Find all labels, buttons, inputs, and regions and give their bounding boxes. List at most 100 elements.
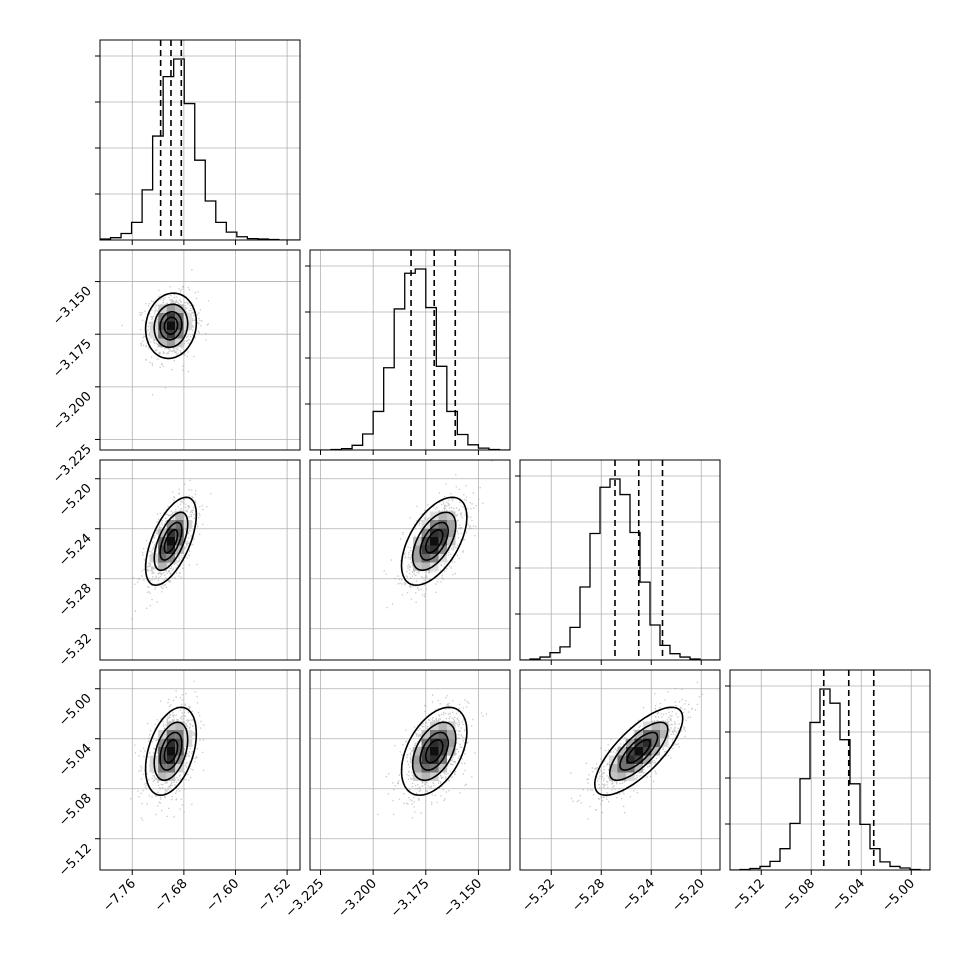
panel-3-2-cell bbox=[660, 721, 669, 730]
panel-3-1-cell bbox=[447, 730, 456, 739]
panel-3-0-contour-0 bbox=[144, 706, 198, 797]
frame-3-1 bbox=[309, 669, 511, 871]
ytick-label-1-2: −3.175 bbox=[50, 336, 95, 381]
ytick-label-2-0: −5.32 bbox=[56, 631, 95, 670]
panel-3-1-cell bbox=[438, 730, 447, 739]
xtick-label-1-2: −3.175 bbox=[388, 876, 433, 921]
frame-1-0 bbox=[99, 249, 301, 451]
panel-2-0-contour-3 bbox=[163, 529, 179, 554]
panel-3-2-cell bbox=[617, 747, 626, 756]
panel-2-0-cell bbox=[166, 520, 176, 529]
panel-3-2-contour-2 bbox=[619, 731, 659, 771]
panel-1-0-cell bbox=[158, 321, 167, 330]
ytick-label-3-2: −5.04 bbox=[56, 741, 95, 780]
panel-2-1-cell bbox=[413, 545, 422, 554]
panel-2-1-contour-0 bbox=[400, 496, 468, 587]
panel-3-1-contour-0 bbox=[400, 706, 468, 797]
panel-3-0-cell bbox=[166, 721, 176, 730]
xtick-label-0-1: −7.68 bbox=[152, 876, 191, 915]
panel-2-0-contour-0 bbox=[144, 496, 198, 587]
xtick-label-3-2: −5.04 bbox=[829, 876, 868, 915]
panel-3-0-cell bbox=[166, 772, 176, 781]
panel-1-0-contour-3 bbox=[163, 316, 179, 336]
panel-2-0-cell bbox=[175, 545, 184, 554]
panel-2-0-cell bbox=[175, 528, 184, 537]
panel-3-2-cell bbox=[643, 755, 652, 764]
hist-panel-2 bbox=[520, 460, 720, 660]
panel-2-1-cell bbox=[413, 537, 422, 546]
ytick-label-2-2: −5.24 bbox=[56, 531, 95, 570]
panel-3-1-cell bbox=[421, 764, 430, 773]
panel-3-2-cell bbox=[609, 764, 618, 773]
panel-1-0-cell bbox=[166, 304, 176, 313]
panel-3-0-cell bbox=[158, 755, 167, 764]
panel-2-0-samples bbox=[131, 479, 212, 620]
panel-2-0-cell bbox=[158, 562, 167, 571]
panel-2-1-cell bbox=[438, 520, 447, 529]
hist-3-steps bbox=[730, 688, 930, 870]
panel-1-0-contour-1 bbox=[153, 303, 189, 349]
panel-3-1-cell bbox=[421, 772, 430, 781]
panel-3-2-cell bbox=[651, 747, 660, 756]
panel-1-0 bbox=[100, 250, 300, 450]
panel-3-1-cell bbox=[413, 755, 422, 764]
panel-3-1-cell bbox=[447, 747, 456, 756]
frame-1-1 bbox=[309, 249, 511, 451]
panel-2-0-contour-1 bbox=[153, 511, 189, 572]
panel-2-1-cell bbox=[430, 554, 439, 563]
panel-3-1-cell bbox=[430, 755, 439, 764]
panel-3-0-cell bbox=[175, 747, 184, 756]
panel-3-2-cell bbox=[634, 730, 643, 739]
panel-3-2-cell bbox=[651, 721, 660, 730]
panel-3-1-cell bbox=[430, 747, 439, 756]
hist-panel-3 bbox=[730, 670, 930, 870]
xtick-label-0-0: −7.76 bbox=[100, 876, 139, 915]
panel-2-1-cell bbox=[447, 520, 456, 529]
panel-3-0-contour-3 bbox=[163, 739, 179, 764]
panel-2-1-contour-3 bbox=[424, 529, 444, 554]
panel-2-0-cell bbox=[166, 554, 176, 563]
panel-3-2-cell bbox=[634, 747, 643, 756]
panel-2-1-cell bbox=[438, 537, 447, 546]
frame-2-1 bbox=[309, 459, 511, 661]
panel-2-1-cell bbox=[447, 528, 456, 537]
xtick-label-1-1: −3.200 bbox=[335, 876, 380, 921]
panel-1-0-cell bbox=[166, 321, 176, 330]
frame-2-2 bbox=[519, 459, 721, 661]
panel-2-0-cell bbox=[158, 554, 167, 563]
panel-2-1-cell bbox=[430, 520, 439, 529]
panel-3-2-cell bbox=[651, 730, 660, 739]
hist-2-steps bbox=[520, 478, 720, 660]
panel-3-2 bbox=[520, 670, 720, 870]
panel-3-0-contour-1 bbox=[153, 721, 189, 782]
panel-2-0-cell bbox=[158, 528, 167, 537]
panel-3-1-cell bbox=[438, 764, 447, 773]
xtick-label-1-3: −3.150 bbox=[441, 876, 486, 921]
panel-2-1-cell bbox=[413, 562, 422, 571]
xtick-label-3-3: −5.00 bbox=[879, 876, 918, 915]
frame-3-3 bbox=[729, 669, 931, 871]
panel-3-1-cell bbox=[413, 764, 422, 773]
panel-1-0-contour-0 bbox=[144, 292, 198, 360]
panel-3-1-cell bbox=[421, 730, 430, 739]
ytick-label-3-3: −5.00 bbox=[56, 691, 95, 730]
panel-2-0 bbox=[100, 460, 300, 660]
panel-2-1-cell bbox=[421, 537, 430, 546]
panel-1-0-cell bbox=[175, 321, 184, 330]
panel-2-1-cell bbox=[421, 528, 430, 537]
panel-3-2-contour-3 bbox=[626, 739, 651, 764]
panel-2-1-cell bbox=[430, 537, 439, 546]
panel-2-1-cell bbox=[413, 554, 422, 563]
panel-2-1 bbox=[310, 460, 510, 660]
panel-3-0-cell bbox=[175, 721, 184, 730]
panel-3-2-cell bbox=[617, 772, 626, 781]
panel-2-1-cell bbox=[430, 511, 439, 520]
panel-1-0-contour-2 bbox=[159, 311, 183, 341]
xtick-label-3-0: −5.12 bbox=[729, 876, 768, 915]
ytick-label-2-3: −5.20 bbox=[56, 481, 95, 520]
panel-3-1-cell bbox=[430, 738, 439, 747]
panel-3-2-cell bbox=[660, 730, 669, 739]
panel-3-2-contour-0 bbox=[593, 706, 684, 797]
xtick-label-2-0: −5.32 bbox=[519, 876, 558, 915]
